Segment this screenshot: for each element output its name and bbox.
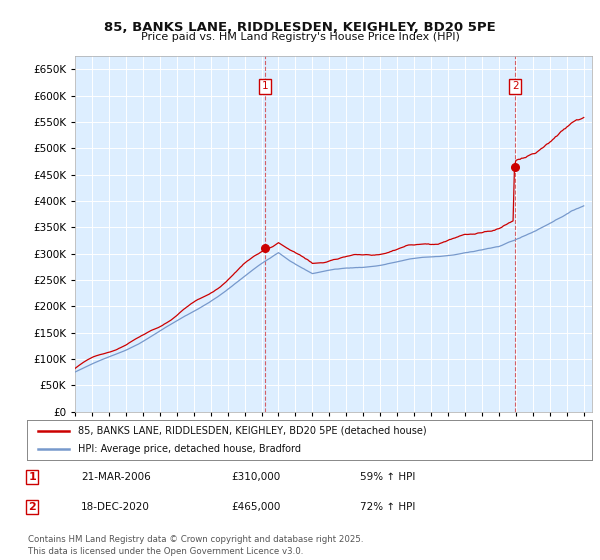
Text: 85, BANKS LANE, RIDDLESDEN, KEIGHLEY, BD20 5PE (detached house): 85, BANKS LANE, RIDDLESDEN, KEIGHLEY, BD… — [78, 426, 427, 436]
Text: 59% ↑ HPI: 59% ↑ HPI — [360, 472, 415, 482]
Text: 85, BANKS LANE, RIDDLESDEN, KEIGHLEY, BD20 5PE: 85, BANKS LANE, RIDDLESDEN, KEIGHLEY, BD… — [104, 21, 496, 34]
Text: 2: 2 — [28, 502, 36, 512]
Text: Contains HM Land Registry data © Crown copyright and database right 2025.
This d: Contains HM Land Registry data © Crown c… — [28, 535, 364, 556]
Text: 21-MAR-2006: 21-MAR-2006 — [81, 472, 151, 482]
Text: 1: 1 — [28, 472, 36, 482]
Text: 72% ↑ HPI: 72% ↑ HPI — [360, 502, 415, 512]
Text: 18-DEC-2020: 18-DEC-2020 — [81, 502, 150, 512]
Text: 1: 1 — [262, 81, 268, 91]
Text: 2: 2 — [512, 81, 518, 91]
Text: £310,000: £310,000 — [231, 472, 280, 482]
Text: £465,000: £465,000 — [231, 502, 280, 512]
Text: HPI: Average price, detached house, Bradford: HPI: Average price, detached house, Brad… — [78, 445, 301, 454]
Text: Price paid vs. HM Land Registry's House Price Index (HPI): Price paid vs. HM Land Registry's House … — [140, 32, 460, 43]
